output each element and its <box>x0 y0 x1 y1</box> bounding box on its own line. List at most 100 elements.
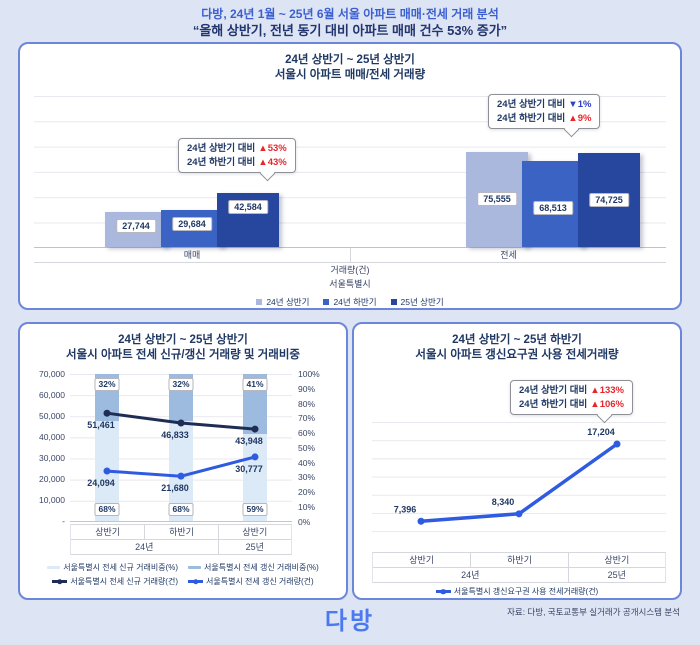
tick: 30,000 <box>39 453 65 464</box>
callout-label: 24년 상반기 대비 <box>187 143 256 154</box>
panel-sale-jeonse-volume: 24년 상반기 ~ 25년 상반기 서울시 아파트 매매/전세 거래량 27,7… <box>18 42 682 310</box>
x-half-row: 상반기 하반기 상반기 <box>373 553 665 568</box>
legend-swatch-icon <box>47 566 61 569</box>
x-label: 상반기 <box>567 553 665 567</box>
legend-item-new-volume: 서울특별시 전세 신규 거래량(건) <box>52 576 178 587</box>
tick: 10,000 <box>39 495 65 506</box>
x-half-row: 상반기 하반기 상반기 <box>71 525 291 540</box>
tick: 60,000 <box>39 390 65 401</box>
chart2-right-axis: 100% 90% 80% 70% 60% 50% 40% 30% 20% 10%… <box>292 370 332 526</box>
svg-text:43,948: 43,948 <box>235 436 263 446</box>
value-label: 75,555 <box>477 191 517 206</box>
tick: 90% <box>298 383 316 394</box>
category-jeonse: 전세 <box>350 248 666 262</box>
stacked-bar-25h1: 41% 59% <box>242 374 268 521</box>
callout-label: 24년 상반기 대비 <box>519 385 588 396</box>
tick: - <box>62 516 65 527</box>
chart3-title-line1: 24년 상반기 ~ 25년 하반기 <box>452 334 582 346</box>
legend-label: 서울특별시 전세 신규 거래비중(%) <box>63 563 178 572</box>
legend-swatch-icon <box>323 299 330 305</box>
chart3-legend: 서울특별시 갱신요구권 사용 전세거래량(건) <box>354 586 680 597</box>
callout-line: 24년 하반기 대비 ▲43% <box>187 156 287 170</box>
dabang-logo: 다방 <box>324 608 376 635</box>
callout-line: 24년 상반기 대비 ▲133% <box>519 384 624 398</box>
callout-line: 24년 하반기 대비 ▲9% <box>497 112 591 126</box>
svg-text:8,340: 8,340 <box>492 497 515 507</box>
chart3-title: 24년 상반기 ~ 25년 하반기 서울시 아파트 갱신요구권 사용 전세거래량 <box>354 324 680 363</box>
svg-text:30,777: 30,777 <box>235 464 263 474</box>
legend-line-marker-icon <box>188 580 203 583</box>
delta-up-icon: ▲133% <box>590 385 624 396</box>
callout-label: 24년 하반기 대비 <box>519 398 588 410</box>
bar-sale-24h1: 27,744 <box>105 212 167 247</box>
tick: 60% <box>298 428 316 438</box>
pct-label: 32% <box>94 378 120 391</box>
tick: 0% <box>298 516 311 527</box>
chart1-legend: 24년 상반기 24년 하반기 25년 상반기 <box>34 296 666 308</box>
legend-label: 서울특별시 갱신요구권 사용 전세거래량(건) <box>453 587 599 596</box>
delta-down-icon: ▼1% <box>568 99 592 110</box>
svg-text:51,461: 51,461 <box>87 420 115 430</box>
tick: 50% <box>298 442 316 453</box>
value-label: 68,513 <box>533 200 573 215</box>
delta-up-icon: ▲9% <box>568 112 592 124</box>
chart3-plot-area: 7,396 8,340 17,204 <box>372 422 666 548</box>
bar-sale-25h1: 42,584 <box>217 193 279 247</box>
callout-label: 24년 하반기 대비 <box>187 156 256 168</box>
tick: 50,000 <box>39 411 65 422</box>
svg-text:7,396: 7,396 <box>394 504 417 514</box>
x-year-label: 25년 <box>567 568 665 582</box>
legend-item-new-share: 서울특별시 전세 신규 거래비중(%) <box>47 562 178 573</box>
pct-label: 41% <box>242 378 268 391</box>
chart1-title-line1: 24년 상반기 ~ 25년 상반기 <box>285 54 415 66</box>
chart2-x-axis: 상반기 하반기 상반기 24년 25년 <box>70 524 292 555</box>
callout-label: 24년 상반기 대비 <box>497 99 566 110</box>
legend-item-24h1: 24년 상반기 <box>256 296 309 308</box>
bar-group-sale: 27,744 29,684 42,584 <box>34 96 350 247</box>
tick: 30% <box>298 472 316 483</box>
legend-row-share: 서울특별시 전세 신규 거래비중(%) 서울특별시 전세 갱신 거래비중(%) <box>20 562 346 573</box>
callout-renewal-change: 24년 상반기 대비 ▲133% 24년 하반기 대비 ▲106% <box>510 380 633 415</box>
x-label: 상반기 <box>95 527 121 537</box>
page-title: 다방, 24년 1월 ~ 25년 6월 서울 아파트 매매·전세 거래 분석 <box>201 7 499 21</box>
value-label: 27,744 <box>116 219 156 234</box>
chart2-left-axis: 70,000 60,000 50,000 40,000 30,000 20,00… <box>26 370 70 526</box>
chart2-title-line1: 24년 상반기 ~ 25년 상반기 <box>118 334 248 346</box>
legend-line-marker-icon <box>52 580 68 583</box>
x-year-label: 24년 <box>461 570 480 580</box>
callout-line: 24년 상반기 대비 ▲53% <box>187 142 287 156</box>
chart3-line: 7,396 8,340 17,204 <box>394 427 621 525</box>
tick: 40% <box>298 457 316 468</box>
legend-label: 서울특별시 전세 갱신 거래량(건) <box>206 577 314 586</box>
chart2-title: 24년 상반기 ~ 25년 상반기 서울시 아파트 전세 신규/갱신 거래량 및… <box>20 324 346 363</box>
x-label: 하반기 <box>144 525 217 539</box>
page-subtitle: “올해 상반기, 전년 동기 대비 아파트 매매 건수 53% 증가” <box>192 23 508 38</box>
legend-row-volume: 서울특별시 전세 신규 거래량(건) 서울특별시 전세 갱신 거래량(건) <box>20 576 346 587</box>
callout-line: 24년 하반기 대비 ▲106% <box>519 398 624 412</box>
svg-text:24,094: 24,094 <box>87 478 115 488</box>
legend-label: 24년 상반기 <box>266 297 310 307</box>
bar-group-jeonse: 75,555 68,513 74,725 <box>350 96 666 247</box>
bar-jeonse-24h2: 68,513 <box>522 160 584 247</box>
tick: 10% <box>298 501 316 512</box>
tick: 40,000 <box>39 432 65 443</box>
chart2-lines: 51,461 46,833 43,948 24,094 21,680 30,777 <box>87 409 263 493</box>
chart1-axis-region: 서울특별시 <box>329 279 371 289</box>
panel-new-renew-jeonse: 24년 상반기 ~ 25년 상반기 서울시 아파트 전세 신규/갱신 거래량 및… <box>18 322 348 600</box>
x-label: 하반기 <box>470 553 567 567</box>
bar-jeonse-25h1: 74,725 <box>578 152 640 247</box>
value-label: 42,584 <box>228 200 268 215</box>
legend-swatch-icon <box>188 566 201 569</box>
callout-jeonse-change: 24년 상반기 대비 ▼1% 24년 하반기 대비 ▲9% <box>488 94 601 129</box>
tick: 20% <box>298 487 316 497</box>
tick: 20,000 <box>39 474 65 485</box>
chart1-title-line2: 서울시 아파트 매매/전세 거래량 <box>274 69 426 81</box>
x-label: 상반기 <box>409 555 435 565</box>
data-source-note: 자료: 다방, 국토교통부 실거래가 공개시스템 분석 <box>507 607 680 617</box>
bar-sale-24h2: 29,684 <box>161 209 223 247</box>
legend-label: 24년 하반기 <box>333 297 377 307</box>
header: 다방, 24년 1월 ~ 25년 6월 서울 아파트 매매·전세 거래 분석 “… <box>0 0 700 39</box>
x-label: 상반기 <box>217 525 291 539</box>
panel-renewal-right-usage: 24년 상반기 ~ 25년 하반기 서울시 아파트 갱신요구권 사용 전세거래량… <box>352 322 682 600</box>
